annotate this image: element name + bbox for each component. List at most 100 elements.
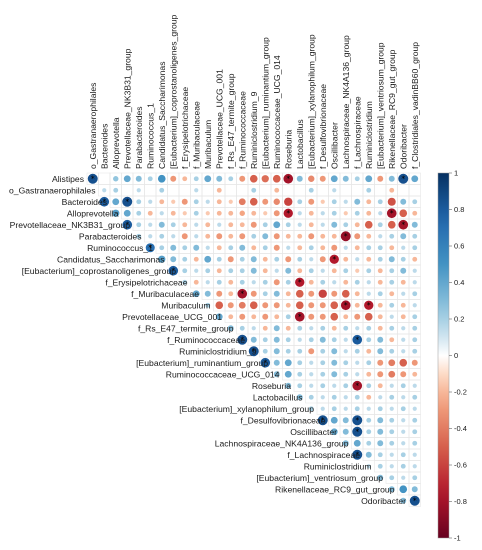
- correlation-circle: [366, 256, 372, 262]
- correlation-circle: [389, 440, 395, 446]
- correlation-circle: [412, 417, 418, 423]
- correlation-circle: [308, 348, 315, 355]
- correlation-circle: [194, 268, 199, 273]
- row-label: [Eubacterium]_ruminantium_group: [136, 358, 268, 368]
- correlation-circle: [400, 279, 406, 285]
- correlation-circle: [366, 187, 372, 193]
- grid-cell: [167, 184, 180, 197]
- grid-cell: [201, 184, 214, 197]
- correlation-circle: [342, 428, 349, 435]
- correlation-circle: [239, 325, 245, 331]
- correlation-circle: [263, 211, 268, 216]
- correlation-circle: [273, 359, 280, 366]
- correlation-circle: [181, 198, 188, 205]
- column-label: Ruminiclostridium: [364, 101, 374, 169]
- correlation-circle: [308, 222, 314, 228]
- correlation-circle: [239, 256, 245, 262]
- correlation-circle: [309, 372, 314, 377]
- significance-marker: *: [286, 209, 290, 218]
- correlation-circle: [205, 245, 210, 250]
- correlation-circle: [342, 417, 349, 424]
- correlation-circle: [193, 256, 199, 262]
- correlation-circle: [330, 428, 338, 436]
- correlation-circle: [377, 302, 383, 308]
- correlation-circle: [159, 211, 164, 216]
- correlation-circle: [412, 303, 417, 308]
- correlation-circle: [319, 302, 326, 309]
- correlation-circle: [297, 348, 303, 354]
- row-label: Muribaculum: [161, 300, 210, 310]
- grid-cell: [408, 494, 421, 507]
- correlation-circle: [204, 255, 212, 263]
- correlation-circle: [274, 314, 280, 320]
- correlation-circle: [412, 245, 418, 251]
- correlation-circle: [343, 211, 348, 216]
- correlation-circle: [377, 371, 384, 378]
- legend-tick-label: 0.8: [454, 205, 464, 214]
- correlation-circle: [343, 360, 349, 366]
- correlation-circle: [286, 245, 291, 250]
- correlation-circle: [238, 301, 246, 309]
- column-label: Bacteroides: [99, 124, 109, 169]
- correlation-circle: [389, 187, 395, 193]
- correlation-circle: [308, 210, 314, 216]
- correlation-circle: [284, 359, 292, 367]
- column-label: [Eubacterium]_coprostanoligenes_group: [168, 14, 178, 169]
- correlation-circle: [401, 349, 406, 354]
- correlation-circle: [343, 222, 349, 228]
- correlation-circle: [412, 464, 417, 469]
- correlation-circle: [273, 279, 280, 286]
- correlation-circle: [343, 325, 349, 331]
- legend-tick-label: -0.4: [454, 424, 467, 433]
- correlation-circle: [273, 336, 280, 343]
- correlation-circle: [389, 245, 395, 251]
- correlation-circle: [377, 336, 384, 343]
- correlation-circle: [319, 313, 326, 320]
- correlation-circle: [332, 383, 337, 388]
- correlation-circle: [285, 314, 291, 320]
- column-label: Prevotellaceae_NK3B31_group: [122, 48, 132, 169]
- correlation-circle: [332, 188, 337, 193]
- correlation-circle: [343, 279, 349, 285]
- correlation-circle: [343, 406, 348, 411]
- correlation-circle: [377, 175, 384, 182]
- legend-tick-label: 0.4: [454, 278, 464, 287]
- correlation-circle: [412, 280, 417, 285]
- correlation-circle: [320, 279, 326, 285]
- correlation-circle: [262, 279, 268, 285]
- correlation-circle: [401, 326, 406, 331]
- correlation-circle: [366, 325, 372, 331]
- correlation-circle: [273, 233, 280, 240]
- correlation-circle: [354, 406, 360, 412]
- correlation-circle: [388, 370, 396, 378]
- row-label: f_Rs_E47_termite_group: [138, 323, 234, 333]
- correlation-circle: [412, 429, 418, 435]
- correlation-circle: [239, 268, 245, 274]
- correlation-circle: [411, 175, 419, 183]
- correlation-circle: [182, 268, 188, 274]
- correlation-circle: [320, 348, 326, 354]
- correlation-circle: [113, 187, 119, 193]
- correlation-circle: [364, 300, 374, 310]
- correlation-circle: [285, 267, 292, 274]
- correlation-circle: [238, 198, 246, 206]
- correlation-circle: [285, 325, 291, 331]
- correlation-circle: [400, 198, 407, 205]
- correlation-circle: [239, 222, 245, 228]
- correlation-circle: [399, 358, 408, 367]
- correlation-circle: [216, 268, 222, 274]
- correlation-circle: [389, 475, 395, 481]
- correlation-circle: [389, 429, 395, 435]
- grid-cell: [316, 184, 329, 197]
- correlation-circle: [285, 302, 291, 308]
- correlation-circle: [389, 268, 395, 274]
- significance-marker: *: [125, 220, 129, 229]
- correlation-circle: [331, 325, 337, 331]
- correlation-circle: [227, 256, 234, 263]
- correlation-circle: [331, 394, 337, 400]
- correlation-circle: [251, 210, 257, 216]
- correlation-circle: [365, 451, 372, 458]
- correlation-circle: [297, 383, 303, 389]
- significance-marker: *: [321, 416, 325, 425]
